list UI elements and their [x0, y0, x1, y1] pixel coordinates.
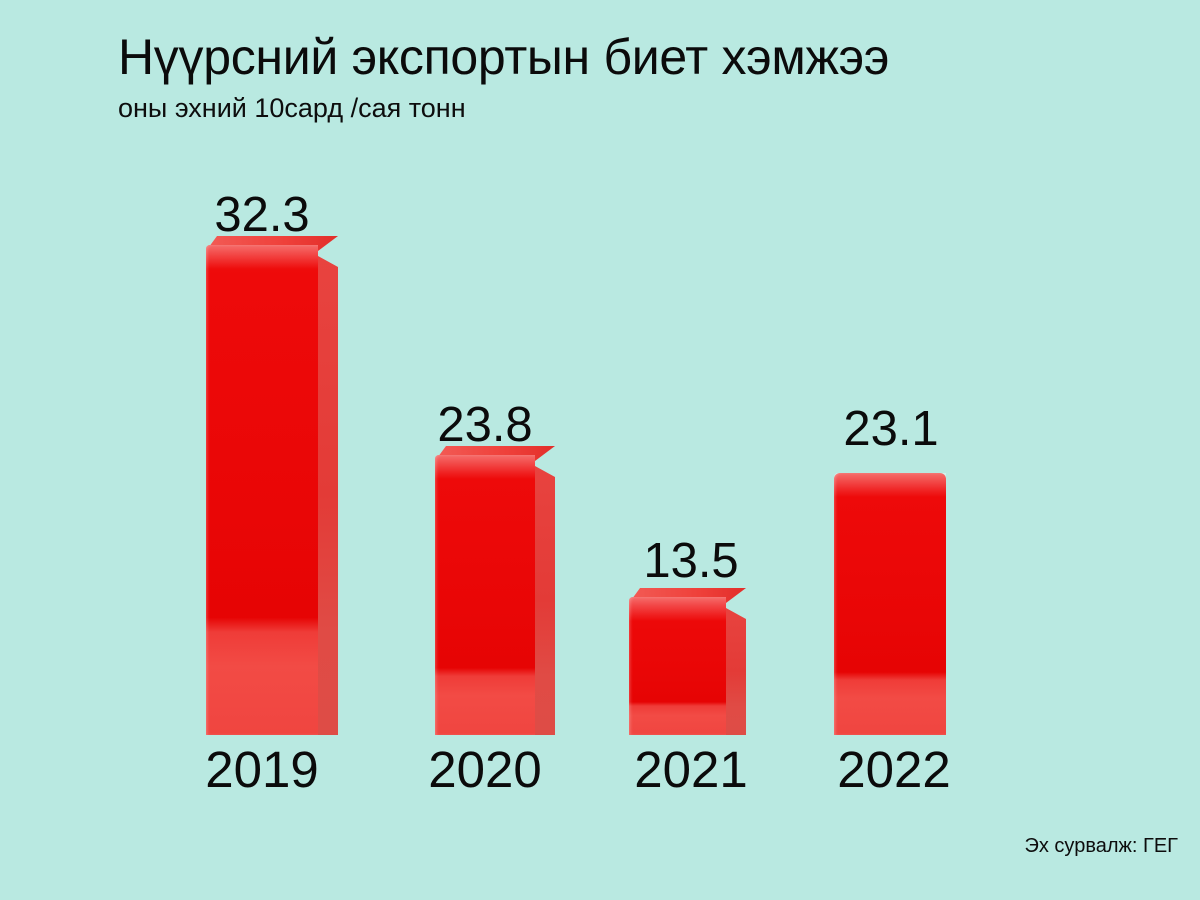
bar-2019[interactable] [206, 245, 318, 735]
source-attribution: Эх сурвалж: ГЕГ [1024, 835, 1178, 857]
category-label-2021: 2021 [634, 741, 748, 798]
category-label-2020: 2020 [428, 741, 542, 798]
bar-2021[interactable] [629, 597, 726, 735]
bar-side-face [318, 256, 338, 735]
bar-2020[interactable] [435, 455, 535, 735]
bar-value-label-2022: 23.1 [843, 402, 939, 456]
bar-value-label-2021: 13.5 [643, 534, 739, 588]
bar-side-face [726, 608, 746, 735]
page-title: Нүүрсний экспортын биет хэмжээ [118, 29, 890, 85]
category-label-2019: 2019 [205, 741, 319, 798]
bar-value-label-2020: 23.8 [437, 398, 533, 452]
chart-header: Нүүрсний экспортын биет хэмжээ оны эхний… [118, 28, 1138, 124]
bar-side-face [535, 466, 555, 735]
chart-subtitle: оны эхний 10сард /сая тонн [118, 93, 466, 123]
category-label-2022: 2022 [837, 741, 951, 798]
bar-value-label-2019: 32.3 [214, 188, 310, 242]
bar-2022[interactable] [834, 473, 946, 735]
